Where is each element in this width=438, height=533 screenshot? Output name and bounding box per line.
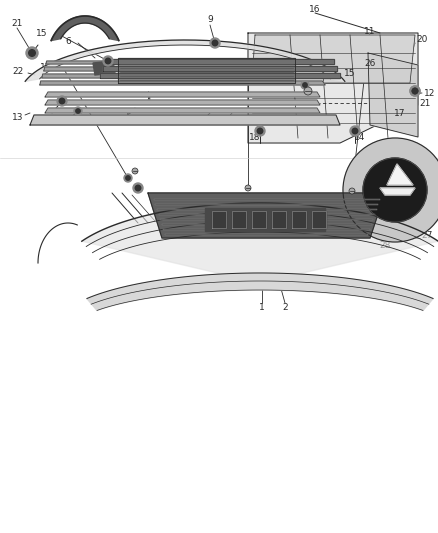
Circle shape [135, 185, 141, 191]
Circle shape [343, 138, 438, 242]
Polygon shape [51, 16, 119, 41]
Polygon shape [205, 208, 325, 231]
Text: 21: 21 [11, 19, 23, 28]
Text: 28: 28 [379, 240, 391, 249]
Text: 6: 6 [65, 36, 71, 45]
Polygon shape [148, 193, 385, 238]
Polygon shape [100, 73, 340, 78]
Polygon shape [252, 35, 415, 83]
Circle shape [349, 188, 355, 194]
Text: 4: 4 [145, 96, 151, 106]
Circle shape [301, 81, 309, 89]
Circle shape [124, 174, 132, 182]
Circle shape [210, 38, 220, 48]
Text: 1: 1 [259, 303, 265, 312]
Circle shape [133, 183, 143, 193]
Circle shape [410, 86, 420, 96]
Polygon shape [380, 188, 415, 195]
Circle shape [76, 109, 80, 113]
Polygon shape [87, 273, 433, 310]
Circle shape [245, 185, 251, 191]
Polygon shape [106, 59, 334, 64]
Text: 20: 20 [416, 35, 427, 44]
Polygon shape [312, 211, 326, 228]
Text: 9: 9 [207, 15, 213, 25]
Polygon shape [45, 92, 320, 97]
Polygon shape [46, 61, 319, 64]
Polygon shape [44, 67, 321, 71]
Circle shape [103, 56, 113, 66]
Polygon shape [368, 53, 418, 137]
Polygon shape [42, 74, 323, 78]
Polygon shape [40, 81, 325, 85]
Text: 15: 15 [344, 69, 356, 77]
Polygon shape [252, 211, 266, 228]
Circle shape [255, 126, 265, 136]
Polygon shape [212, 211, 226, 228]
Circle shape [304, 87, 312, 95]
Text: 27: 27 [421, 230, 433, 239]
Text: 13: 13 [12, 114, 24, 123]
Text: 5: 5 [125, 114, 131, 123]
Circle shape [132, 168, 138, 174]
Circle shape [363, 158, 427, 222]
Text: 26: 26 [364, 59, 376, 68]
Polygon shape [292, 211, 306, 228]
Text: 22: 22 [12, 67, 24, 76]
Text: 15: 15 [36, 28, 48, 37]
Polygon shape [118, 58, 295, 83]
Polygon shape [232, 211, 246, 228]
Text: 12: 12 [424, 88, 436, 98]
Text: 2: 2 [282, 303, 288, 312]
Polygon shape [248, 33, 418, 143]
Text: 21: 21 [419, 99, 431, 108]
Circle shape [74, 107, 82, 115]
Text: 14: 14 [354, 133, 366, 142]
Circle shape [412, 88, 418, 94]
Text: 18: 18 [40, 63, 52, 72]
Text: 2: 2 [225, 117, 231, 125]
Circle shape [303, 83, 307, 87]
Polygon shape [45, 100, 320, 105]
Circle shape [26, 47, 38, 59]
Text: 17: 17 [394, 109, 406, 117]
Circle shape [352, 128, 358, 134]
Polygon shape [25, 40, 345, 82]
Circle shape [212, 41, 218, 46]
Circle shape [105, 58, 111, 64]
Circle shape [59, 98, 65, 104]
Circle shape [29, 50, 35, 56]
Polygon shape [103, 66, 337, 71]
Circle shape [126, 176, 130, 180]
Text: 1: 1 [202, 117, 208, 125]
Text: 18: 18 [249, 133, 261, 142]
Polygon shape [82, 203, 438, 283]
Circle shape [350, 126, 360, 136]
Circle shape [257, 128, 263, 134]
Polygon shape [93, 61, 115, 75]
Polygon shape [30, 115, 340, 125]
Text: 16: 16 [309, 5, 321, 14]
Text: 11: 11 [364, 27, 376, 36]
Polygon shape [45, 108, 320, 113]
Circle shape [410, 86, 420, 96]
Circle shape [57, 96, 67, 106]
Text: 23: 23 [242, 62, 254, 71]
Polygon shape [272, 211, 286, 228]
Polygon shape [387, 164, 413, 185]
Circle shape [412, 88, 418, 94]
